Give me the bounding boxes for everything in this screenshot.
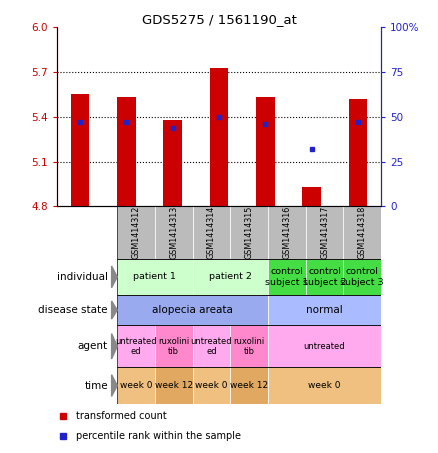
Text: untreated
ed: untreated ed: [115, 337, 157, 356]
Text: control
subject 3: control subject 3: [340, 267, 384, 287]
Text: week 12: week 12: [155, 381, 193, 390]
Text: GSM1414315: GSM1414315: [245, 206, 254, 259]
Bar: [230, 325, 268, 367]
Bar: [349, 99, 367, 207]
Bar: [117, 97, 136, 207]
Bar: [117, 207, 155, 259]
Text: control
subject 2: control subject 2: [303, 267, 346, 287]
Text: ruxolini
tib: ruxolini tib: [158, 337, 189, 356]
Bar: [117, 367, 381, 404]
Text: percentile rank within the sample: percentile rank within the sample: [76, 431, 241, 441]
Bar: [268, 207, 306, 259]
Bar: [193, 207, 230, 259]
Bar: [117, 295, 268, 325]
Bar: [343, 259, 381, 295]
Bar: [117, 295, 381, 325]
Bar: [343, 207, 381, 259]
Text: GSM1414317: GSM1414317: [320, 206, 329, 259]
Title: GDS5275 / 1561190_at: GDS5275 / 1561190_at: [141, 13, 297, 26]
Text: alopecia areata: alopecia areata: [152, 305, 233, 315]
Bar: [210, 67, 228, 207]
Bar: [155, 367, 193, 404]
Text: week 12: week 12: [230, 381, 268, 390]
Text: GSM1414312: GSM1414312: [131, 206, 141, 259]
Text: patient 1: patient 1: [134, 272, 177, 281]
Bar: [268, 367, 381, 404]
Text: week 0: week 0: [120, 381, 152, 390]
Bar: [117, 325, 381, 367]
Bar: [71, 94, 89, 207]
Polygon shape: [112, 301, 117, 319]
Bar: [193, 259, 268, 295]
Text: transformed count: transformed count: [76, 411, 167, 421]
Text: GSM1414314: GSM1414314: [207, 206, 216, 259]
Bar: [155, 325, 193, 367]
Text: untreated
ed: untreated ed: [191, 337, 232, 356]
Text: GSM1414316: GSM1414316: [283, 206, 291, 259]
Polygon shape: [112, 333, 117, 359]
Text: week 0: week 0: [308, 381, 341, 390]
Text: control
subject 1: control subject 1: [265, 267, 309, 287]
Bar: [306, 259, 343, 295]
Text: normal: normal: [306, 305, 343, 315]
Bar: [117, 259, 381, 295]
Text: disease state: disease state: [38, 305, 108, 315]
Bar: [268, 325, 381, 367]
Bar: [117, 259, 193, 295]
Text: agent: agent: [78, 341, 108, 352]
Polygon shape: [112, 266, 117, 288]
Bar: [117, 207, 381, 259]
Bar: [230, 367, 268, 404]
Bar: [268, 295, 381, 325]
Bar: [117, 325, 155, 367]
Bar: [193, 367, 230, 404]
Text: untreated: untreated: [304, 342, 345, 351]
Polygon shape: [112, 375, 117, 396]
Bar: [302, 187, 321, 207]
Text: week 0: week 0: [195, 381, 228, 390]
Bar: [268, 259, 306, 295]
Bar: [155, 207, 193, 259]
Bar: [163, 120, 182, 207]
Text: patient 2: patient 2: [209, 272, 252, 281]
Bar: [193, 325, 230, 367]
Text: GSM1414318: GSM1414318: [358, 206, 367, 259]
Bar: [230, 207, 268, 259]
Text: time: time: [84, 381, 108, 390]
Bar: [117, 367, 155, 404]
Text: individual: individual: [57, 272, 108, 282]
Text: GSM1414313: GSM1414313: [169, 206, 178, 259]
Text: ruxolini
tib: ruxolini tib: [233, 337, 265, 356]
Bar: [256, 97, 275, 207]
Bar: [306, 207, 343, 259]
